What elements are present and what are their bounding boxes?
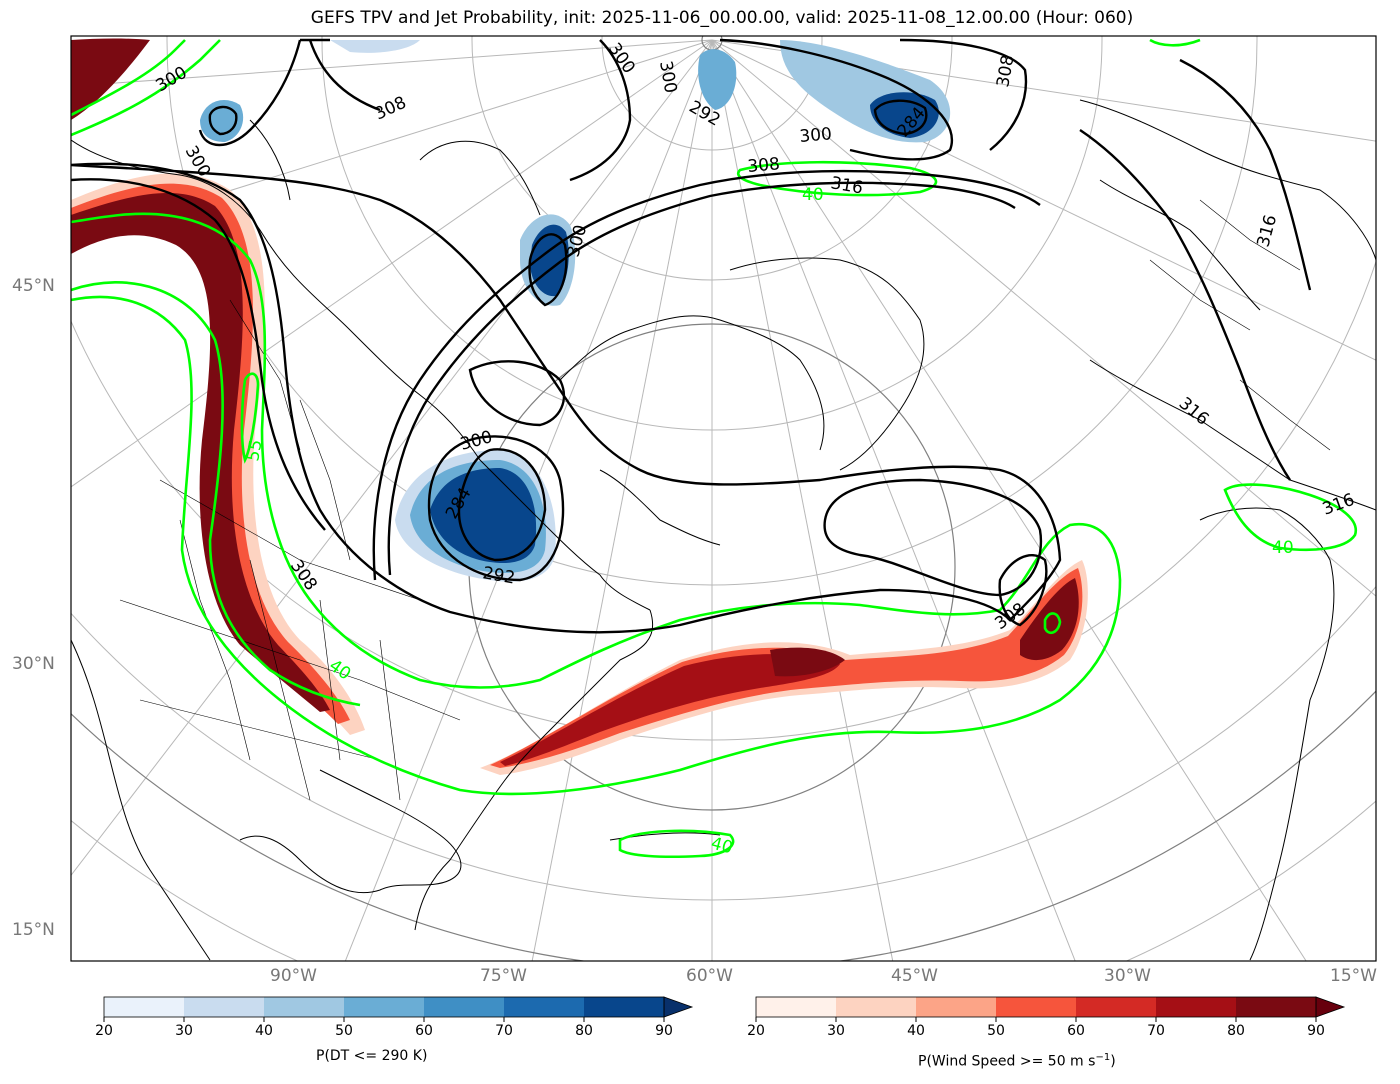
lon-label-90w: 90°W: [270, 966, 317, 986]
coastlines: [71, 99, 1376, 961]
colorbar-outline: [103, 996, 665, 1018]
colorbar-extend-arrow: [1315, 996, 1346, 1018]
map-title: GEFS TPV and Jet Probability, init: 2025…: [310, 8, 1134, 28]
contour-label: 308: [747, 154, 781, 177]
colorbar-segment: [344, 997, 424, 1017]
colorbar-wind: [755, 996, 1346, 1022]
colorbar-segment: [1156, 997, 1236, 1017]
colorbar-tick-label: 50: [335, 1023, 353, 1039]
colorbar-segment: [584, 997, 664, 1017]
lat-label-30n: 30°N: [12, 654, 55, 674]
colorbar-tick-label: 30: [175, 1023, 193, 1039]
colorbar-segment: [996, 997, 1076, 1017]
jet-contours-green: [71, 38, 1358, 859]
tpv-contours-black: [71, 38, 1312, 634]
colorbar-segment: [756, 997, 836, 1017]
contour-label: 40: [1272, 538, 1294, 558]
colorbar-tick-label: 30: [827, 1023, 845, 1039]
colorbar-extend-arrow: [663, 996, 694, 1018]
colorbar-tick-label: 70: [495, 1023, 513, 1039]
lon-label-15w: 15°W: [1330, 966, 1377, 986]
colorbar-tick-label: 90: [1307, 1023, 1325, 1039]
colorbar-tick-label: 40: [255, 1023, 273, 1039]
colorbar-outline: [755, 996, 1317, 1018]
colorbar-tick-label: 20: [747, 1023, 765, 1039]
colorbar-tick-label: 80: [575, 1023, 593, 1039]
colorbar-tick-label: 20: [95, 1023, 113, 1039]
colorbar-segment: [184, 997, 264, 1017]
lat-label-15n: 15°N: [12, 920, 55, 940]
colorbar-wind-label: P(Wind Speed >= 50 m s−1): [918, 1052, 1116, 1070]
colorbar-tick-label: 90: [655, 1023, 673, 1039]
colorbar-segment: [264, 997, 344, 1017]
colorbar-dt-label: P(DT <= 290 K): [316, 1048, 428, 1064]
colorbar-tick-label: 70: [1147, 1023, 1165, 1039]
contour-label: 55: [243, 438, 266, 463]
lon-label-60w: 60°W: [686, 966, 733, 986]
contour-label: 40: [802, 185, 824, 205]
colorbar-segment: [1236, 997, 1316, 1017]
colorbar-segment: [836, 997, 916, 1017]
colorbar-segment: [104, 997, 184, 1017]
colorbar-tick-label: 80: [1227, 1023, 1245, 1039]
colorbar-dt: [103, 996, 694, 1022]
colorbar-tick-label: 40: [907, 1023, 925, 1039]
colorbar-segment: [1076, 997, 1156, 1017]
lon-label-75w: 75°W: [480, 966, 527, 986]
colorbar-segment: [916, 997, 996, 1017]
lon-label-45w: 45°W: [891, 966, 938, 986]
lat-label-45n: 45°N: [12, 276, 55, 296]
lon-label-30w: 30°W: [1104, 966, 1151, 986]
jet-probability-shading: [71, 38, 1088, 775]
colorbar-tick-label: 50: [987, 1023, 1005, 1039]
contour-label: 300: [799, 124, 833, 147]
colorbar-segment: [424, 997, 504, 1017]
colorbar-segment: [504, 997, 584, 1017]
colorbar-tick-label: 60: [1067, 1023, 1085, 1039]
political-borders: [119, 199, 1331, 801]
colorbar-tick-label: 60: [415, 1023, 433, 1039]
